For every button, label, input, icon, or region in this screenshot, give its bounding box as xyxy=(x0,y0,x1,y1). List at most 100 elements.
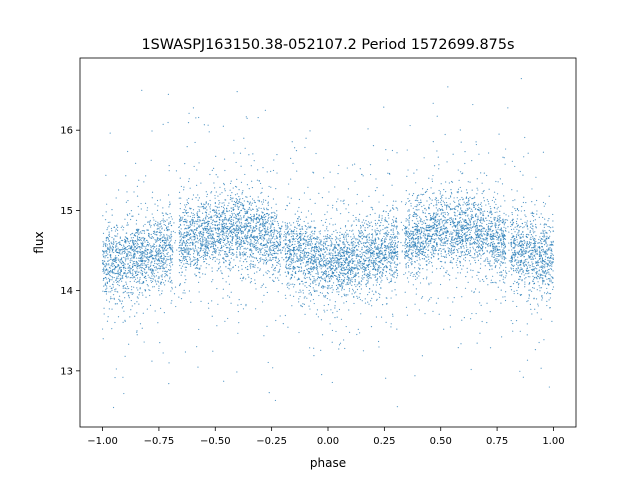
data-point xyxy=(530,242,532,244)
data-point xyxy=(162,207,164,209)
data-point xyxy=(153,275,155,277)
data-point xyxy=(111,297,113,300)
data-point xyxy=(377,271,379,273)
data-point xyxy=(352,276,355,278)
data-point xyxy=(308,289,310,292)
data-point xyxy=(423,220,425,222)
data-point xyxy=(438,232,440,234)
data-point xyxy=(466,231,469,233)
data-point xyxy=(384,256,386,258)
data-point xyxy=(302,232,304,235)
data-point xyxy=(199,216,201,218)
data-point xyxy=(343,258,345,260)
data-point xyxy=(362,224,364,226)
data-point xyxy=(104,255,107,257)
data-point xyxy=(443,248,445,250)
data-point xyxy=(347,220,349,222)
data-point xyxy=(476,208,479,211)
data-point xyxy=(237,219,239,222)
data-point xyxy=(297,225,299,227)
data-point xyxy=(208,307,210,309)
data-point xyxy=(294,226,296,228)
data-point xyxy=(223,182,225,185)
data-point xyxy=(301,234,303,236)
data-point xyxy=(500,265,502,267)
data-point xyxy=(206,225,208,227)
data-point xyxy=(348,260,350,263)
data-point xyxy=(341,296,343,298)
data-point xyxy=(202,244,204,246)
data-point xyxy=(307,242,309,244)
data-point xyxy=(312,256,314,259)
data-point xyxy=(474,214,477,216)
data-point xyxy=(442,255,444,258)
data-point xyxy=(260,218,262,220)
data-point xyxy=(192,222,194,225)
data-point xyxy=(238,270,240,272)
data-point xyxy=(105,273,107,275)
data-point xyxy=(433,165,436,167)
data-point xyxy=(437,227,439,229)
data-point xyxy=(118,252,120,255)
data-point xyxy=(486,199,488,201)
data-point xyxy=(384,249,387,252)
data-point xyxy=(396,233,399,235)
data-point xyxy=(464,257,467,259)
data-point xyxy=(442,242,444,244)
data-point xyxy=(430,230,432,232)
data-point xyxy=(156,240,158,242)
data-point xyxy=(337,276,339,278)
data-point xyxy=(141,232,143,234)
data-point xyxy=(497,228,499,230)
data-point xyxy=(217,195,219,197)
data-point xyxy=(268,248,270,250)
data-point xyxy=(239,247,242,249)
data-point xyxy=(160,257,162,259)
data-point xyxy=(163,241,165,244)
data-point xyxy=(534,267,537,269)
data-point xyxy=(114,269,116,271)
data-point xyxy=(528,289,530,291)
data-point xyxy=(252,256,254,258)
data-point xyxy=(298,298,300,300)
data-point xyxy=(331,285,333,287)
data-point xyxy=(327,292,329,295)
data-point xyxy=(276,172,278,174)
data-point xyxy=(233,259,235,261)
data-point xyxy=(225,222,227,224)
data-point xyxy=(145,266,147,269)
data-point xyxy=(217,206,219,209)
data-point xyxy=(126,240,128,242)
data-point xyxy=(321,277,323,279)
data-point xyxy=(242,232,244,234)
data-point xyxy=(328,284,330,287)
data-point xyxy=(533,287,535,289)
data-point xyxy=(341,289,343,291)
data-point xyxy=(378,269,380,271)
data-point xyxy=(236,193,238,195)
data-point xyxy=(149,249,152,251)
data-point xyxy=(379,253,381,255)
data-point xyxy=(396,207,398,209)
data-point xyxy=(527,243,530,246)
data-point xyxy=(257,242,259,244)
data-point xyxy=(130,239,132,242)
data-point xyxy=(298,331,300,334)
data-point xyxy=(546,300,548,302)
data-point xyxy=(242,231,244,233)
data-point xyxy=(254,227,256,229)
data-point xyxy=(496,255,498,258)
data-point xyxy=(313,278,315,280)
data-point xyxy=(470,215,472,217)
data-point xyxy=(144,271,146,273)
data-point xyxy=(341,233,343,235)
data-point xyxy=(362,254,364,256)
data-point xyxy=(132,237,134,239)
data-point xyxy=(477,218,479,220)
data-point xyxy=(293,254,295,256)
data-point xyxy=(127,241,130,243)
data-point xyxy=(364,255,366,258)
data-point xyxy=(212,230,214,232)
data-point xyxy=(496,272,498,274)
data-point xyxy=(223,232,225,234)
